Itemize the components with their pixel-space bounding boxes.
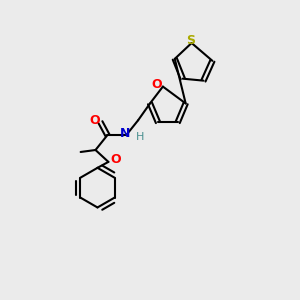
Text: S: S [186, 34, 195, 46]
Text: O: O [110, 153, 121, 167]
Text: O: O [152, 78, 162, 91]
Text: H: H [136, 132, 144, 142]
Text: O: O [89, 114, 100, 127]
Text: N: N [120, 127, 130, 140]
